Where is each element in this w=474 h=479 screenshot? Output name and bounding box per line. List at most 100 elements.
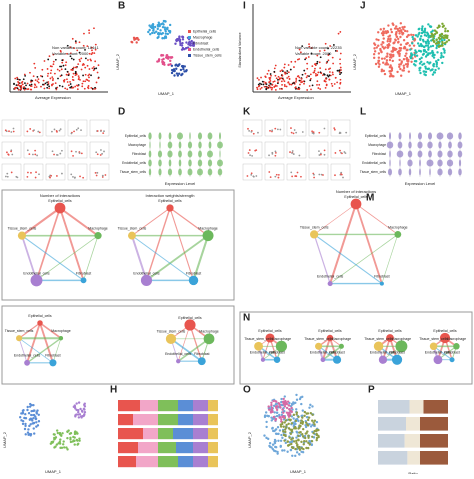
cell <box>289 432 293 436</box>
bar-segment <box>118 428 143 440</box>
bar-segment <box>118 442 138 454</box>
cell <box>276 450 279 454</box>
point <box>299 79 302 82</box>
point <box>44 82 47 85</box>
mini-plot <box>286 119 307 137</box>
point <box>290 60 293 63</box>
cell <box>384 30 387 33</box>
mini-plot <box>264 141 285 159</box>
point <box>280 77 283 80</box>
cell <box>75 408 78 412</box>
violin <box>427 141 433 149</box>
edge <box>35 207 61 281</box>
cell <box>301 427 305 431</box>
cell <box>426 53 430 56</box>
point <box>61 61 64 64</box>
cell <box>53 438 56 441</box>
dot <box>311 130 314 133</box>
cell <box>407 34 410 37</box>
point <box>339 78 342 81</box>
node <box>128 231 136 240</box>
point <box>287 81 290 84</box>
cell <box>286 440 289 443</box>
cell <box>441 22 444 25</box>
cell <box>83 411 87 414</box>
point <box>323 79 326 82</box>
dot <box>268 171 271 173</box>
bar-segment <box>378 400 410 414</box>
cell <box>160 22 163 26</box>
point <box>87 87 90 90</box>
cell <box>276 452 279 455</box>
point <box>74 72 77 75</box>
dot <box>34 149 37 152</box>
cell <box>59 446 62 450</box>
cell <box>156 60 159 63</box>
point <box>83 32 85 35</box>
dot <box>277 176 280 179</box>
cell <box>404 54 407 58</box>
cell <box>427 46 430 49</box>
cell <box>277 402 280 405</box>
point <box>71 37 74 40</box>
cell <box>29 413 33 417</box>
cell <box>307 441 310 445</box>
dot <box>10 150 12 153</box>
edge <box>355 203 383 284</box>
cell <box>444 34 447 37</box>
swatch <box>188 30 191 33</box>
point <box>94 43 97 46</box>
cell <box>387 24 390 27</box>
cell <box>432 65 435 68</box>
dot <box>29 128 32 130</box>
cell <box>402 58 406 61</box>
cell <box>82 407 86 411</box>
point <box>339 82 342 85</box>
dot <box>61 172 63 175</box>
cell <box>311 419 314 422</box>
dot <box>252 175 255 178</box>
point <box>324 68 327 71</box>
cell <box>390 30 394 34</box>
dot <box>323 149 326 152</box>
point <box>74 66 77 69</box>
point <box>64 68 67 71</box>
mini-plot <box>23 141 44 159</box>
cell <box>61 443 65 446</box>
cell <box>150 26 154 30</box>
point <box>318 61 321 64</box>
cell <box>170 64 174 67</box>
cell <box>273 441 277 445</box>
dot <box>250 173 253 176</box>
point <box>333 83 336 85</box>
dot <box>277 174 280 176</box>
node <box>17 231 27 240</box>
point <box>90 53 93 56</box>
cell <box>397 37 400 41</box>
point <box>96 71 99 74</box>
point <box>91 52 94 54</box>
cell <box>281 449 284 452</box>
mini-plot <box>67 163 88 181</box>
cell <box>20 412 23 415</box>
point <box>88 29 90 32</box>
dot <box>269 176 272 179</box>
cell <box>61 432 64 435</box>
panel-letter: I <box>243 1 246 12</box>
bar-segment <box>404 434 420 448</box>
point <box>330 82 333 85</box>
cell <box>58 440 62 444</box>
point <box>97 77 100 80</box>
cell <box>380 57 384 60</box>
cell <box>414 51 417 54</box>
cell <box>306 412 310 415</box>
cell <box>427 23 430 26</box>
point <box>328 78 331 81</box>
point <box>340 69 342 71</box>
cell <box>391 59 394 63</box>
node <box>94 232 102 240</box>
point <box>78 51 81 54</box>
cell <box>414 49 417 52</box>
violin <box>168 132 172 140</box>
point <box>52 83 54 85</box>
